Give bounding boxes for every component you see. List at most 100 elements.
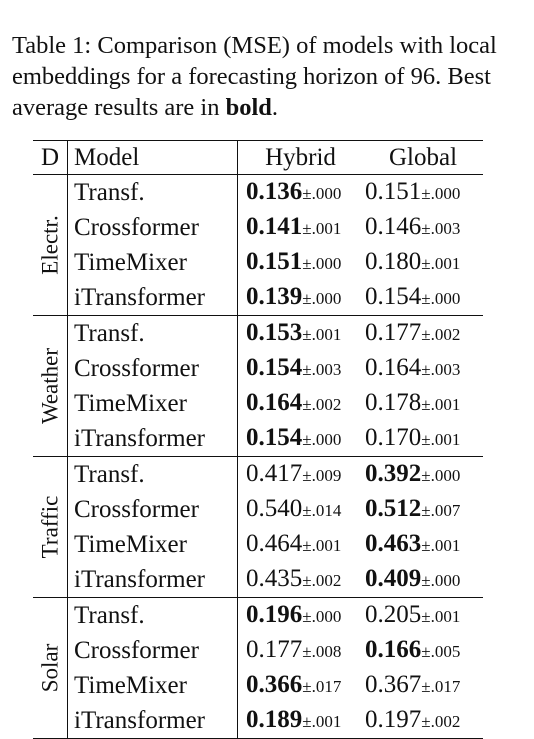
hybrid-std: ±.000 [302, 289, 342, 309]
header-global: Global [388, 144, 458, 172]
caption-text: Table 1: Comparison (MSE) of models with… [12, 32, 497, 121]
dataset-cell: Electr. [33, 174, 68, 316]
global-value: 0.166 [365, 636, 422, 664]
model-name: Crossformer [67, 492, 238, 528]
hybrid-value: 0.154 [246, 424, 303, 452]
hybrid-value: 0.164 [246, 389, 303, 417]
model-name: Transf. [67, 174, 238, 211]
table-row: Crossformer 0.141±.001 0.146±.003 [33, 210, 483, 246]
global-value: 0.170 [365, 424, 422, 452]
hybrid-std: ±.002 [302, 571, 342, 591]
hybrid-std: ±.000 [302, 607, 342, 627]
global-cell: 0.180±.001 [363, 245, 483, 280]
hybrid-value: 0.540 [246, 495, 303, 523]
hybrid-std: ±.014 [302, 501, 342, 521]
model-name: Transf. [67, 315, 238, 352]
global-value: 0.512 [365, 495, 422, 523]
global-cell: 0.392±.000 [363, 457, 483, 493]
global-value: 0.367 [365, 671, 422, 699]
global-value: 0.392 [365, 460, 422, 488]
global-std: ±.002 [421, 712, 461, 732]
global-std: ±.001 [421, 395, 461, 415]
global-value: 0.164 [365, 354, 422, 382]
global-std: ±.003 [421, 219, 461, 239]
header-model: Model [67, 140, 238, 175]
hybrid-std: ±.002 [302, 395, 342, 415]
global-cell: 0.409±.000 [363, 562, 483, 598]
hybrid-cell: 0.177±.008 [238, 633, 364, 668]
hybrid-cell: 0.366±.017 [238, 668, 364, 703]
table-row: Crossformer 0.154±.003 0.164±.003 [33, 351, 483, 387]
table-row: iTransformer 0.189±.001 0.197±.002 [33, 703, 483, 739]
header-hybrid: Hybrid [265, 144, 336, 172]
model-name: Crossformer [67, 210, 238, 246]
dataset-label: Weather [37, 348, 63, 425]
dataset-group: Traffic Transf. 0.417±.009 0.392±.000 Crossf… [33, 456, 483, 598]
global-value: 0.197 [365, 706, 422, 734]
hybrid-value: 0.177 [246, 636, 303, 664]
hybrid-value: 0.196 [246, 601, 303, 629]
model-name: TimeMixer [67, 527, 238, 563]
hybrid-value: 0.417 [246, 460, 303, 488]
global-value: 0.409 [365, 565, 422, 593]
global-cell: 0.170±.001 [363, 421, 483, 457]
hybrid-value: 0.151 [246, 248, 303, 276]
model-name: Crossformer [67, 633, 238, 669]
global-cell: 0.151±.000 [363, 175, 483, 211]
table-row: TimeMixer 0.464 ±.001 0.463±.001 [33, 527, 483, 563]
dataset-group: Solar Transf. 0.196±.000 0.205±.001 Crossfor… [33, 597, 483, 739]
hybrid-cell: 0.141±.001 [238, 210, 364, 245]
hybrid-cell: 0.151±.000 [238, 245, 364, 280]
global-value: 0.151 [365, 178, 422, 206]
global-cell: 0.177±.002 [363, 316, 483, 352]
hybrid-cell: 0.136±.000 [238, 175, 364, 211]
table-row: Crossformer 0.177±.008 0.166±.005 [33, 633, 483, 669]
global-value: 0.205 [365, 601, 422, 629]
global-std: ±.000 [421, 571, 461, 591]
global-cell: 0.146±.003 [363, 210, 483, 245]
model-name: iTransformer [67, 562, 238, 598]
table-row: iTransformer 0.139±.000 0.154±.000 [33, 280, 483, 316]
model-name: Crossformer [67, 351, 238, 387]
table-row: TimeMixer 0.164±.002 0.178±.001 [33, 386, 483, 422]
global-cell: 0.463±.001 [363, 527, 483, 562]
table-row: Solar Transf. 0.196±.000 0.205±.001 [33, 597, 483, 739]
global-value: 0.178 [365, 389, 422, 417]
model-name: iTransformer [67, 280, 238, 316]
hybrid-cell: 0.435±.002 [238, 562, 364, 598]
global-cell: 0.154±.000 [363, 280, 483, 316]
global-cell: 0.166±.005 [363, 633, 483, 668]
table-row: Electr. Transf. 0.136±.000 0.151±.000 [33, 174, 483, 316]
global-value: 0.463 [365, 530, 422, 558]
dataset-label: Traffic [37, 496, 63, 559]
mse-table: D Model Hybrid Global Electr. Transf. 0.13… [33, 140, 483, 739]
model-name: TimeMixer [67, 386, 238, 422]
hybrid-value: 0.154 [246, 354, 303, 382]
caption-suffix: . [271, 94, 279, 121]
global-std: ±.001 [421, 536, 461, 556]
hybrid-std: ±.000 [302, 430, 342, 450]
hybrid-cell: 0.139±.000 [238, 280, 364, 316]
hybrid-cell: 0.189±.001 [238, 703, 364, 739]
global-std: ±.017 [421, 677, 461, 697]
hybrid-cell: 0.153±.001 [238, 316, 364, 352]
global-std: ±.001 [421, 430, 461, 450]
results-table: D Model Hybrid Global Electr. Transf. 0.13… [33, 140, 483, 739]
dataset-group: Weather Transf. 0.153±.001 0.177±.002 Crossf… [33, 315, 483, 457]
hybrid-cell: 0.164±.002 [238, 386, 364, 421]
dataset-label: Solar [37, 644, 63, 693]
global-value: 0.180 [365, 248, 422, 276]
global-value: 0.146 [365, 213, 422, 241]
global-std: ±.002 [421, 325, 461, 345]
dataset-cell: Traffic [33, 456, 68, 598]
hybrid-value: 0.136 [246, 178, 303, 206]
global-cell: 0.205±.001 [363, 598, 483, 634]
hybrid-value: 0.464 [246, 530, 303, 558]
global-cell: 0.367±.017 [363, 668, 483, 703]
model-name: TimeMixer [67, 245, 238, 281]
model-name: Transf. [67, 597, 238, 634]
global-std: ±.000 [421, 184, 461, 204]
table-row: iTransformer 0.435±.002 0.409±.000 [33, 562, 483, 598]
global-std: ±.007 [421, 501, 461, 521]
global-value: 0.177 [365, 319, 422, 347]
